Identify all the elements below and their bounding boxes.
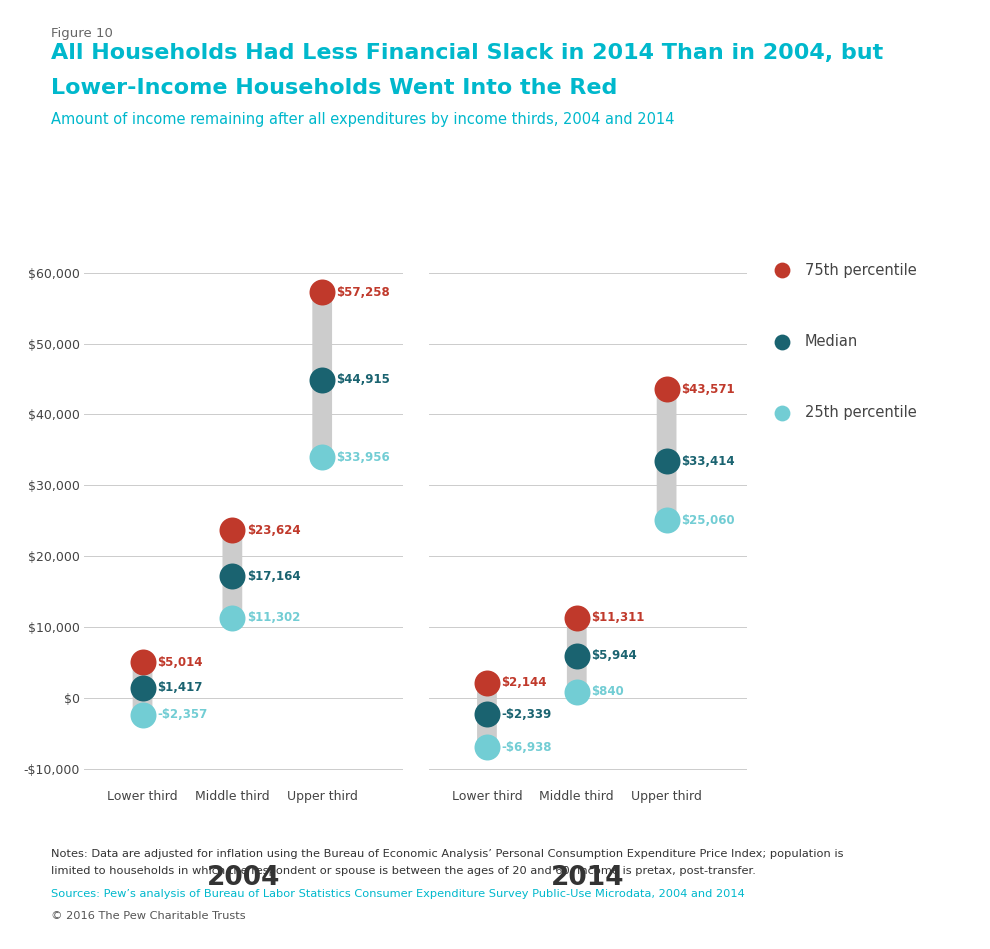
Point: [135, 655, 150, 670]
Point: [135, 707, 150, 722]
Point: [314, 285, 330, 300]
Text: $5,944: $5,944: [591, 649, 637, 662]
Text: Amount of income remaining after all expenditures by income thirds, 2004 and 201: Amount of income remaining after all exp…: [51, 112, 675, 127]
FancyBboxPatch shape: [223, 530, 243, 618]
Point: [479, 739, 495, 754]
Text: $840: $840: [591, 685, 624, 698]
Text: $33,956: $33,956: [337, 451, 390, 464]
Point: [479, 707, 495, 722]
Text: Sources: Pew’s analysis of Bureau of Labor Statistics Consumer Expenditure Surve: Sources: Pew’s analysis of Bureau of Lab…: [51, 889, 745, 900]
Point: [314, 450, 330, 465]
Text: -$6,938: -$6,938: [501, 740, 551, 754]
Text: $43,571: $43,571: [681, 382, 735, 396]
Text: 75th percentile: 75th percentile: [805, 263, 917, 278]
Text: © 2016 The Pew Charitable Trusts: © 2016 The Pew Charitable Trusts: [51, 911, 247, 921]
Text: $5,014: $5,014: [156, 656, 202, 669]
Text: $1,417: $1,417: [156, 681, 202, 695]
Text: Notes: Data are adjusted for inflation using the Bureau of Economic Analysis’ Pe: Notes: Data are adjusted for inflation u…: [51, 849, 844, 860]
FancyBboxPatch shape: [567, 618, 587, 692]
Text: 2004: 2004: [207, 865, 280, 891]
FancyBboxPatch shape: [477, 682, 497, 747]
Point: [658, 512, 674, 528]
Text: $11,311: $11,311: [591, 611, 644, 624]
Point: [135, 680, 150, 696]
Point: [773, 405, 789, 420]
Point: [569, 684, 585, 699]
FancyBboxPatch shape: [133, 662, 152, 715]
Text: $25,060: $25,060: [681, 513, 735, 527]
Point: [225, 568, 241, 584]
Text: -$2,357: -$2,357: [156, 708, 207, 721]
Point: [225, 523, 241, 538]
Point: [569, 610, 585, 625]
Point: [225, 610, 241, 625]
FancyBboxPatch shape: [656, 389, 676, 520]
Point: [658, 454, 674, 469]
Text: Median: Median: [805, 334, 858, 349]
Point: [314, 372, 330, 387]
FancyBboxPatch shape: [312, 292, 332, 457]
Point: [479, 675, 495, 690]
Text: $33,414: $33,414: [681, 455, 735, 468]
Text: $11,302: $11,302: [247, 611, 300, 624]
Text: 2014: 2014: [551, 865, 625, 891]
Text: Lower-Income Households Went Into the Red: Lower-Income Households Went Into the Re…: [51, 78, 618, 98]
Text: $17,164: $17,164: [247, 569, 300, 583]
Text: $23,624: $23,624: [247, 524, 300, 537]
Text: 25th percentile: 25th percentile: [805, 405, 917, 420]
Point: [658, 381, 674, 397]
Text: $44,915: $44,915: [337, 373, 390, 386]
Text: -$2,339: -$2,339: [501, 708, 551, 721]
Text: All Households Had Less Financial Slack in 2014 Than in 2004, but: All Households Had Less Financial Slack …: [51, 43, 884, 63]
Text: limited to households in which the respondent or spouse is between the ages of 2: limited to households in which the respo…: [51, 866, 756, 877]
Point: [773, 334, 789, 349]
Point: [569, 648, 585, 663]
Text: $57,258: $57,258: [337, 286, 390, 299]
Text: $2,144: $2,144: [501, 677, 546, 689]
Text: Figure 10: Figure 10: [51, 27, 113, 40]
Point: [773, 263, 789, 278]
